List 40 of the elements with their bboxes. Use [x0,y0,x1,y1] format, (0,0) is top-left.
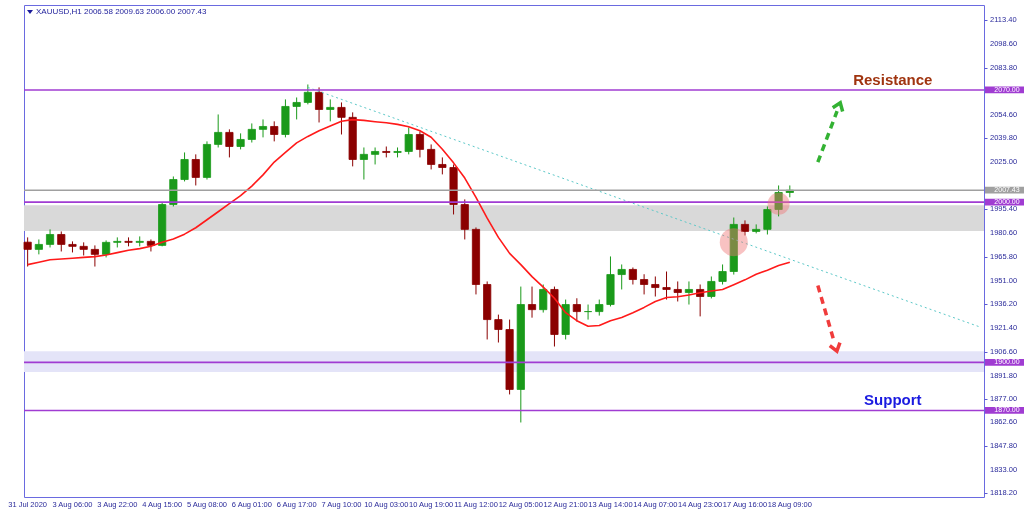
chart-title: XAUUSD,H1 2006.58 2009.63 2006.00 2007.43 [36,7,207,16]
candlestick [617,263,626,290]
candlestick [662,271,671,301]
candlestick [774,184,783,217]
candlestick [763,205,772,235]
candlestick [337,101,346,135]
candlestick [326,98,335,122]
candlestick [539,283,548,314]
candlestick [572,297,581,323]
candlestick [225,128,234,158]
candlestick [494,314,503,344]
annotation: Resistance [853,70,933,88]
candlestick [371,146,380,165]
candlestick [34,238,43,255]
candlestick [292,96,301,120]
annotation: Support [864,391,922,409]
candlestick [684,280,693,306]
candlestick [359,146,368,181]
candlestick [651,275,660,298]
candlestick [46,228,55,248]
line-series [26,118,791,328]
candlestick [23,236,32,268]
candlestick [404,126,413,155]
candlestick [180,151,189,182]
candlestick [415,130,424,158]
candlestick [258,118,268,138]
candlestick [673,280,682,302]
candlestick [718,263,727,285]
candlestick [315,86,324,123]
candlestick [640,273,649,295]
candlestick [527,286,537,319]
candlestick [90,244,99,268]
candlestick [740,219,750,236]
candlestick [57,230,66,252]
candlestick [303,83,312,105]
candlestick [427,143,436,170]
candlestick [214,113,223,148]
candlestick [270,120,279,142]
candlestick [247,122,256,143]
candlestick [191,153,200,186]
